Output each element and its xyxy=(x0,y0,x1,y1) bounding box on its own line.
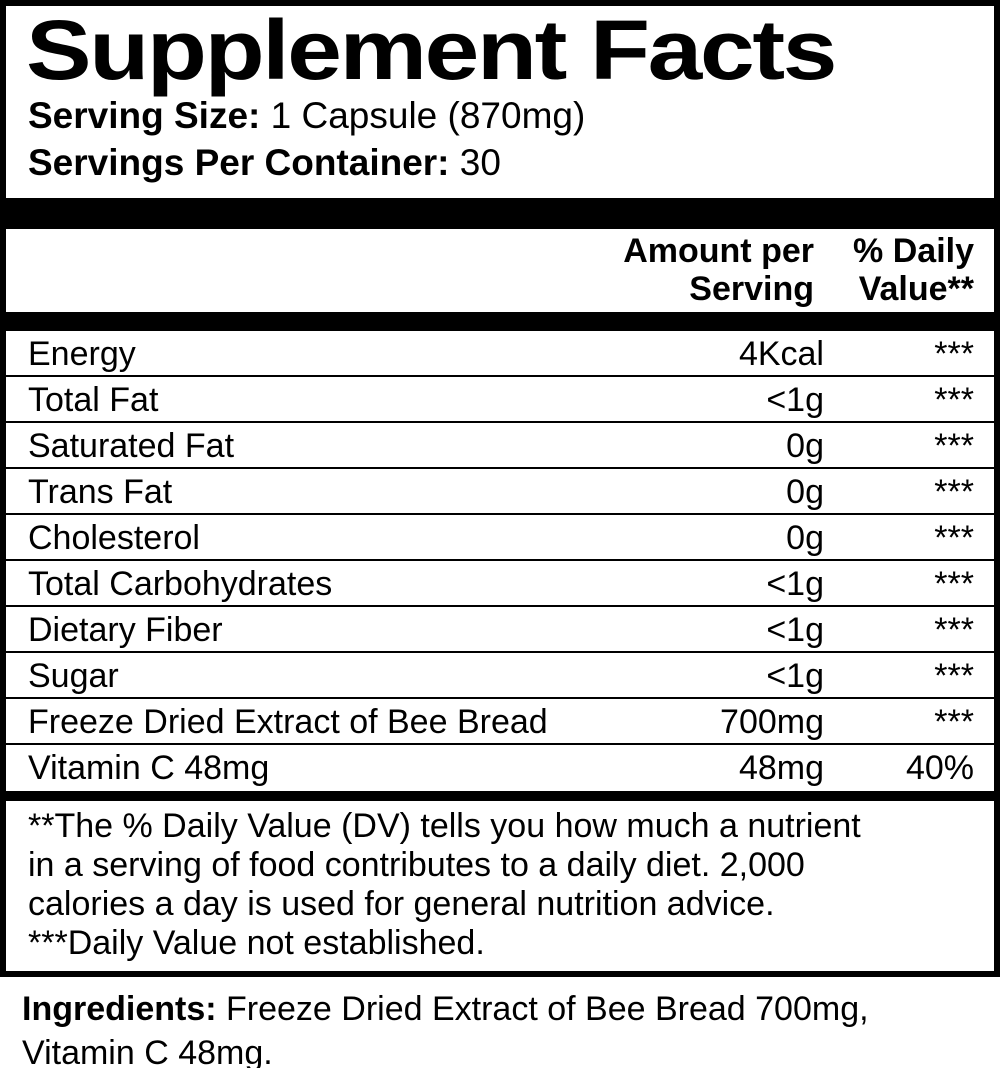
divider-bar-medium xyxy=(6,312,994,331)
amount-per-serving-header: Amount per Serving xyxy=(623,232,814,308)
nutrient-row: Vitamin C 48mg 48mg 40% xyxy=(6,745,994,791)
nutrient-row: Trans Fat 0g *** xyxy=(6,469,994,515)
nutrient-amount: 0g xyxy=(786,519,824,557)
nutrient-daily-value: *** xyxy=(934,335,974,373)
nutrient-row: Total Fat <1g *** xyxy=(6,377,994,423)
nutrient-name: Dietary Fiber xyxy=(28,611,223,649)
nutrient-row: Sugar <1g *** xyxy=(6,653,994,699)
nutrient-row: Total Carbohydrates <1g *** xyxy=(6,561,994,607)
nutrient-row: Cholesterol 0g *** xyxy=(6,515,994,561)
ingredients-label: Ingredients: xyxy=(22,990,217,1028)
nutrient-name: Total Carbohydrates xyxy=(28,565,333,603)
nutrient-name: Sugar xyxy=(28,657,119,695)
nutrient-row: Saturated Fat 0g *** xyxy=(6,423,994,469)
serving-size-label: Serving Size: xyxy=(28,95,261,136)
servings-per-container-label: Servings Per Container: xyxy=(28,142,450,183)
table-header: Amount per Serving % Daily Value** xyxy=(6,229,994,312)
divider-bar-thin xyxy=(6,791,994,801)
nutrient-name: Cholesterol xyxy=(28,519,200,557)
nutrient-table: Energy 4Kcal *** Total Fat <1g *** Satur… xyxy=(6,331,994,791)
nutrient-name: Energy xyxy=(28,335,136,373)
nutrient-daily-value: *** xyxy=(934,611,974,649)
nutrient-daily-value: *** xyxy=(934,565,974,603)
nutrient-daily-value: *** xyxy=(934,473,974,511)
nutrient-row: Energy 4Kcal *** xyxy=(6,331,994,377)
nutrient-daily-value: *** xyxy=(934,703,974,741)
servings-per-container-line: Servings Per Container: 30 xyxy=(28,139,974,186)
nutrient-name: Saturated Fat xyxy=(28,427,235,465)
nutrient-amount: <1g xyxy=(766,381,824,419)
nutrient-name: Trans Fat xyxy=(28,473,173,511)
nutrient-daily-value: 40% xyxy=(905,749,974,787)
nutrient-daily-value: *** xyxy=(934,427,974,465)
servings-per-container-value: 30 xyxy=(449,142,501,183)
nutrient-amount: 0g xyxy=(786,427,824,465)
nutrient-daily-value: *** xyxy=(934,519,974,557)
serving-size-value: 1 Capsule (870mg) xyxy=(260,95,586,136)
daily-value-footnote: **The % Daily Value (DV) tells you how m… xyxy=(28,807,861,962)
ingredients-line: Ingredients: Freeze Dried Extract of Bee… xyxy=(22,987,980,1068)
ingredients-value: Freeze Dried Extract of Bee Bread 700mg,… xyxy=(22,990,869,1068)
divider-bar-thick xyxy=(6,198,994,229)
supplement-facts-panel: Supplement Facts Serving Size: 1 Capsule… xyxy=(0,0,1000,977)
daily-value-header: % Daily Value** xyxy=(853,232,974,308)
nutrient-amount: 700mg xyxy=(720,703,824,741)
nutrient-amount: <1g xyxy=(766,657,824,695)
nutrient-amount: 4Kcal xyxy=(738,335,824,373)
serving-size-line: Serving Size: 1 Capsule (870mg) xyxy=(28,92,974,139)
nutrient-daily-value: *** xyxy=(934,657,974,695)
nutrient-row: Freeze Dried Extract of Bee Bread 700mg … xyxy=(6,699,994,745)
nutrient-daily-value: *** xyxy=(934,381,974,419)
panel-title: Supplement Facts xyxy=(26,3,837,97)
nutrient-amount: <1g xyxy=(766,565,824,603)
nutrient-row: Dietary Fiber <1g *** xyxy=(6,607,994,653)
nutrient-name: Vitamin C 48mg xyxy=(28,749,270,787)
nutrient-amount: <1g xyxy=(766,611,824,649)
nutrient-name: Total Fat xyxy=(28,381,159,419)
nutrient-name: Freeze Dried Extract of Bee Bread xyxy=(28,703,548,741)
nutrient-amount: 48mg xyxy=(738,749,824,787)
nutrient-amount: 0g xyxy=(786,473,824,511)
